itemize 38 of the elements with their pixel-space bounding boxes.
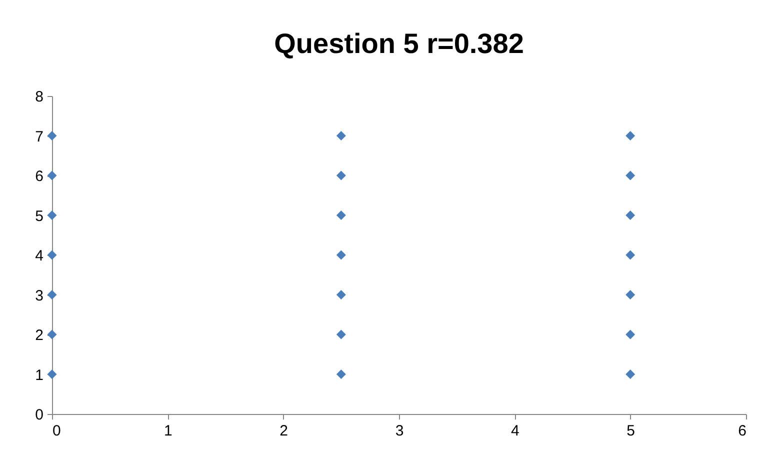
point	[626, 250, 636, 260]
point	[47, 250, 57, 260]
point	[47, 131, 57, 140]
point	[47, 210, 57, 220]
point	[626, 330, 636, 340]
y-tick-label: 7	[35, 128, 44, 146]
y-tick-label: 0	[35, 406, 44, 424]
point	[47, 330, 57, 340]
point	[336, 250, 346, 260]
chart-title: Question 5 r=0.382	[274, 28, 524, 59]
x-tick-label: 6	[738, 422, 746, 440]
x-tick-label: 5	[626, 422, 636, 440]
x-tick-label: 2	[280, 422, 288, 440]
point	[626, 290, 636, 300]
x-tick-label: 4	[510, 422, 520, 440]
point	[336, 290, 346, 300]
point	[336, 210, 346, 220]
y-tick-label: 1	[35, 366, 44, 384]
x-tick-label: 0	[52, 422, 61, 440]
point	[626, 370, 636, 379]
point	[336, 131, 346, 140]
point	[47, 170, 57, 180]
point	[626, 210, 636, 220]
point	[47, 370, 57, 379]
y-tick-label: 2	[35, 327, 44, 344]
point	[626, 131, 636, 140]
y-tick-label: 4	[35, 248, 44, 264]
y-tick-label: 6	[35, 168, 44, 185]
point	[47, 290, 57, 300]
y-tick-label: 8	[35, 88, 44, 106]
y-tick-label: 5	[35, 208, 44, 225]
point	[336, 330, 346, 340]
x-tick-label: 1	[164, 422, 172, 440]
y-tick-label: 3	[35, 287, 44, 304]
point	[336, 170, 346, 180]
x-tick-label: 3	[395, 422, 404, 440]
point	[626, 170, 636, 180]
point	[336, 370, 346, 379]
